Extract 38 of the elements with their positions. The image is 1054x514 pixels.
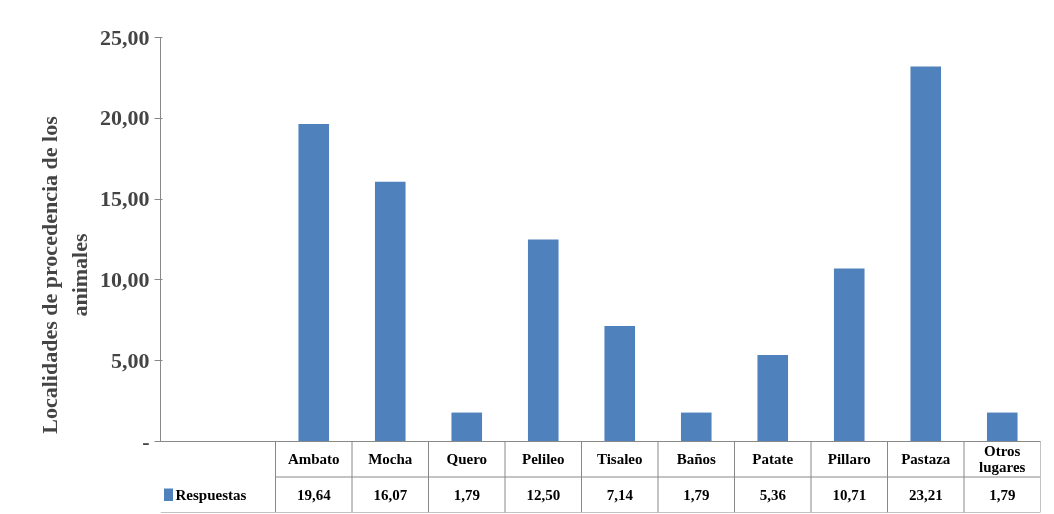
bar bbox=[910, 66, 942, 442]
bar bbox=[757, 354, 789, 442]
x-tick-label: Ambato bbox=[287, 451, 340, 468]
x-tick-label: Tisaleo bbox=[596, 451, 643, 468]
x-tick-label: Pillaro bbox=[827, 451, 871, 468]
data-label: 5,36 bbox=[759, 486, 787, 503]
x-tick-label: Pelileo bbox=[522, 451, 565, 468]
x-tick-label: Baños bbox=[676, 451, 716, 468]
y-axis-title: Localidades de procedencia de los animales bbox=[37, 115, 92, 434]
bar bbox=[833, 268, 865, 442]
legend-label: Respuestas bbox=[175, 486, 247, 503]
y-tick-label: 15,00 bbox=[100, 186, 150, 212]
x-tick-label: Otros lugares bbox=[979, 443, 1026, 476]
data-label: 1,79 bbox=[989, 486, 1016, 503]
x-tick-label: Mocha bbox=[368, 451, 413, 468]
y-tick-label: 20,00 bbox=[100, 105, 150, 131]
data-label: 1,79 bbox=[683, 486, 710, 503]
y-tick-label: 10,00 bbox=[100, 266, 150, 292]
bar bbox=[986, 412, 1018, 442]
y-tick-label: 5,00 bbox=[111, 347, 150, 373]
x-tick-label: Pastaza bbox=[901, 451, 951, 468]
y-tick-label: - bbox=[142, 428, 150, 454]
x-tick-label: Quero bbox=[446, 451, 488, 468]
bar bbox=[374, 181, 406, 442]
data-label: 7,14 bbox=[606, 486, 634, 503]
bar bbox=[604, 326, 636, 442]
data-label: 12,50 bbox=[526, 486, 561, 503]
bar bbox=[298, 124, 330, 442]
x-tick-label: Patate bbox=[752, 451, 794, 468]
bar bbox=[527, 239, 559, 442]
data-label: 1,79 bbox=[453, 486, 480, 503]
bar bbox=[680, 412, 712, 442]
bar bbox=[451, 412, 483, 442]
data-label: 19,64 bbox=[296, 486, 332, 503]
data-label: 23,21 bbox=[908, 486, 943, 503]
data-label: 10,71 bbox=[832, 486, 867, 503]
y-tick-label: 25,00 bbox=[100, 24, 150, 50]
data-label: 16,07 bbox=[373, 486, 408, 503]
